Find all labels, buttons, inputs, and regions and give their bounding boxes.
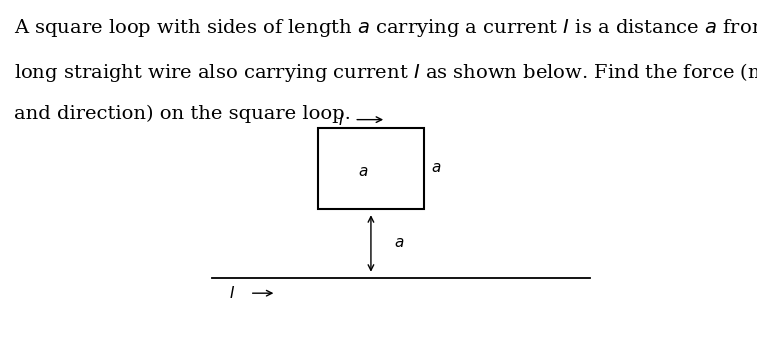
Text: $a$: $a$ [394,236,404,250]
Text: $I$: $I$ [338,112,344,128]
Text: $a$: $a$ [358,165,369,179]
Text: long straight wire also carrying current $I$ as shown below. Find the force (mag: long straight wire also carrying current… [14,61,757,84]
Text: A square loop with sides of length $a$ carrying a current $I$ is a distance $a$ : A square loop with sides of length $a$ c… [14,17,757,39]
Text: $a$: $a$ [431,161,442,176]
Text: and direction) on the square loop.: and direction) on the square loop. [14,104,350,123]
Text: $I$: $I$ [229,285,235,301]
Bar [318,128,424,209]
